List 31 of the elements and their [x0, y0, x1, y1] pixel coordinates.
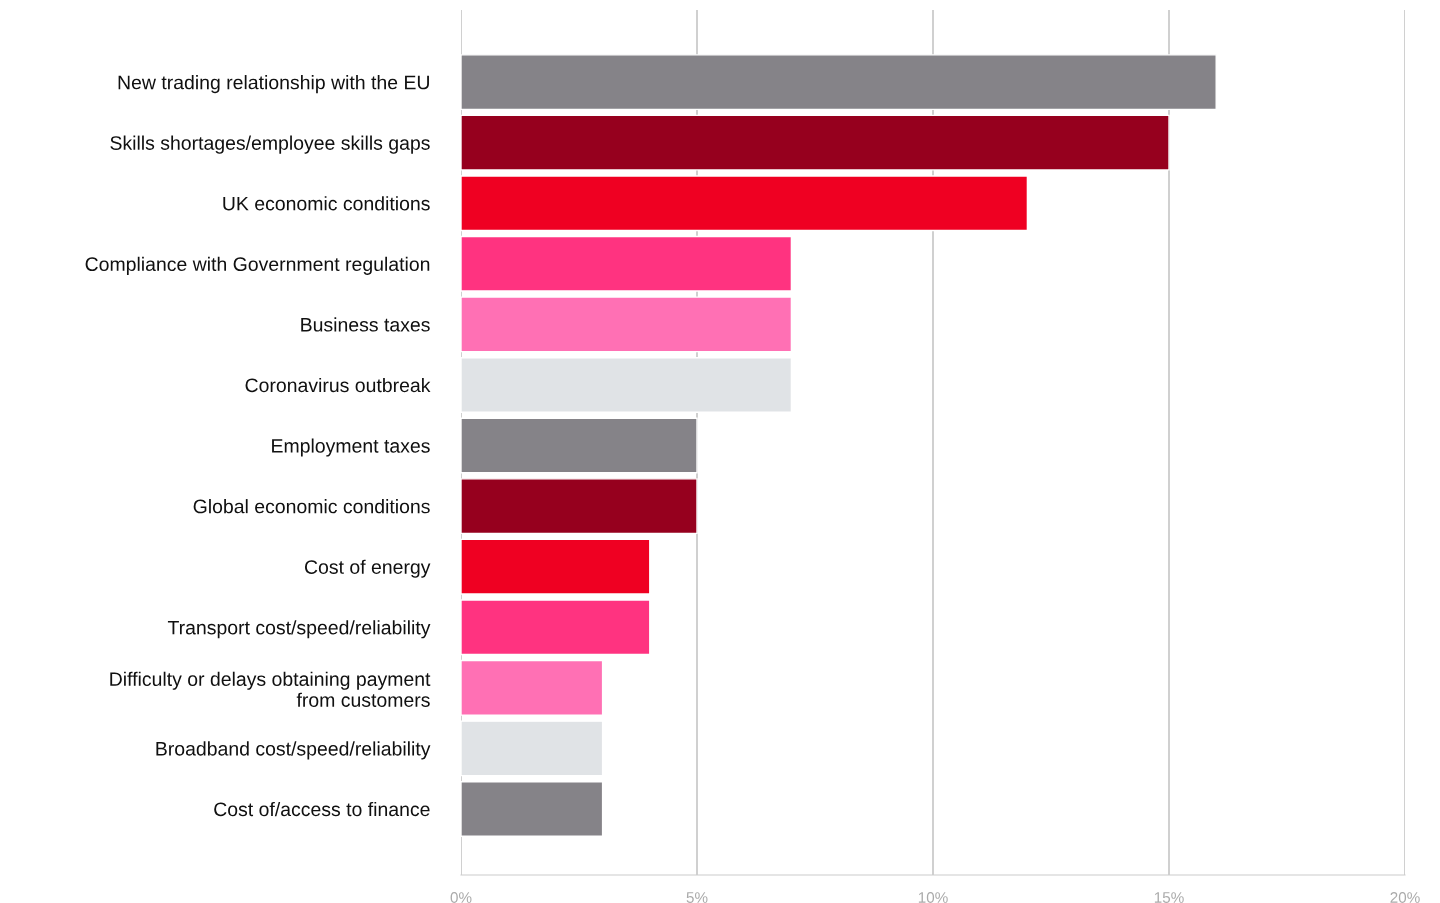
x-tick-label: 5% — [686, 892, 708, 903]
bar — [461, 175, 1029, 232]
bar — [461, 720, 604, 777]
x-tick-label: 15% — [1154, 892, 1184, 903]
y-tick-label: Employment taxes — [272, 438, 430, 457]
bar — [461, 417, 698, 474]
bar — [461, 357, 793, 413]
bar — [461, 781, 604, 837]
y-tick-label: Difficulty or delays obtaining payment from customers — [110, 671, 431, 707]
y-tick-label: Business taxes — [301, 317, 430, 332]
bar — [461, 538, 651, 595]
bar — [461, 296, 793, 353]
x-tick-label: 20% — [1390, 892, 1420, 903]
y-tick-label: Cost of/access to finance — [214, 801, 430, 817]
bar — [461, 114, 1170, 171]
y-tick-label: Transport cost/speed/reliability — [167, 620, 431, 639]
y-tick-label: Skills shortages/employee skills gaps — [110, 135, 430, 154]
y-tick-label: Compliance with Government regulation — [85, 256, 430, 275]
y-tick-label: Cost of energy — [304, 559, 431, 578]
y-tick-label: Global economic conditions — [193, 499, 430, 514]
bar — [461, 54, 1217, 111]
x-tick-label: 10% — [918, 892, 948, 903]
bar — [461, 599, 651, 656]
y-tick-label: New trading relationship with the EU — [118, 75, 429, 94]
y-tick-label: UK economic conditions — [223, 196, 430, 211]
y-tick-label: Coronavirus outbreak — [245, 377, 431, 393]
bar — [461, 478, 698, 535]
bar — [461, 659, 604, 716]
y-tick-label: Broadband cost/speed/reliability — [156, 741, 431, 760]
x-tick-label: 0% — [450, 892, 472, 903]
bar — [461, 235, 793, 292]
